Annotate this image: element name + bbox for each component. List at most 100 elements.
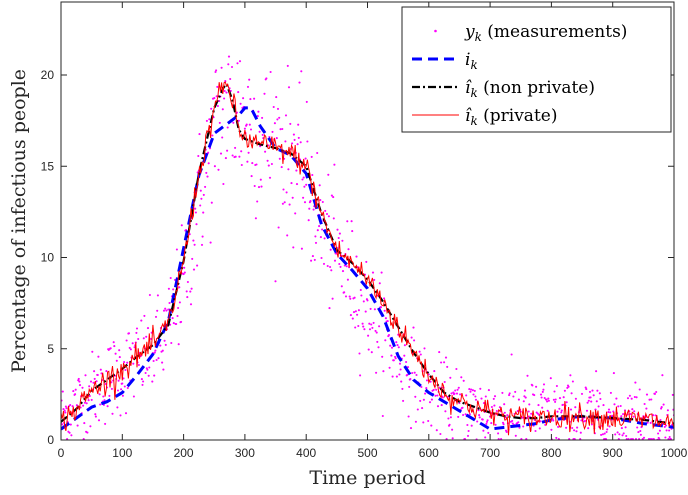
measurement-point [450, 392, 453, 395]
measurement-point [204, 185, 207, 188]
measurement-point [402, 399, 405, 402]
measurement-point [199, 204, 202, 207]
measurement-point [205, 171, 208, 174]
measurement-point [541, 406, 544, 409]
measurement-point [357, 309, 360, 312]
measurement-point [90, 398, 93, 401]
measurement-point [571, 426, 574, 430]
measurement-point [97, 419, 101, 422]
measurement-point [455, 392, 459, 395]
measurement-point [354, 326, 357, 329]
measurement-point [237, 119, 240, 122]
measurement-point [409, 427, 413, 430]
measurement-point [440, 404, 443, 407]
measurement-point [293, 138, 296, 141]
measurement-point [503, 403, 506, 406]
measurement-point [137, 337, 140, 341]
measurement-point [148, 366, 151, 369]
measurement-point [632, 415, 635, 418]
measurement-point [129, 348, 132, 351]
measurement-point [631, 408, 634, 411]
measurement-point [378, 282, 381, 285]
measurement-point [216, 104, 219, 108]
measurement-point [506, 414, 509, 417]
measurement-point [144, 371, 147, 375]
measurement-point [344, 295, 348, 298]
measurement-point [318, 184, 321, 187]
measurement-point [456, 388, 459, 391]
measurement-point [622, 413, 625, 416]
measurement-point [511, 422, 514, 425]
measurement-point [444, 410, 447, 413]
series-line [61, 81, 674, 425]
measurement-point [267, 164, 270, 167]
x-tick-label: 900 [603, 446, 623, 460]
measurement-point [485, 422, 488, 425]
measurement-point [111, 412, 114, 415]
measurement-point [207, 162, 210, 165]
measurement-point [533, 394, 536, 397]
measurement-point [146, 327, 150, 330]
measurement-point [394, 357, 397, 360]
measurement-point [238, 155, 241, 158]
x-tick-label: 800 [541, 446, 561, 460]
measurement-point [414, 395, 417, 398]
measurement-point [407, 415, 410, 418]
measurement-point [457, 415, 460, 418]
measurement-point [126, 386, 129, 390]
measurement-point [533, 418, 536, 422]
measurement-point [226, 149, 229, 152]
measurement-point [541, 390, 544, 393]
measurement-point [340, 285, 343, 288]
measurement-point [99, 368, 102, 371]
measurement-point [374, 329, 377, 332]
measurement-point [549, 377, 552, 380]
measurement-point [468, 413, 471, 416]
legend: yk (measurements) ik îk (non private) îk (p… [401, 6, 672, 133]
measurement-point [100, 372, 103, 375]
measurement-point [309, 200, 312, 203]
measurement-point [466, 423, 469, 427]
measurement-point [284, 140, 287, 143]
measurement-point [544, 423, 547, 426]
measurement-point [121, 394, 124, 397]
measurement-point [210, 107, 213, 110]
measurement-point [360, 294, 363, 297]
measurement-point [125, 339, 128, 342]
measurement-point [69, 423, 72, 426]
measurement-point [85, 402, 88, 405]
measurement-point [652, 414, 655, 417]
measurement-point [102, 395, 105, 398]
measurement-point [469, 390, 472, 393]
measurement-point [310, 259, 313, 262]
measurement-point [419, 353, 422, 356]
measurement-point [176, 314, 179, 318]
measurement-point [186, 280, 189, 284]
measurement-point [123, 385, 126, 388]
measurement-point [588, 390, 592, 393]
measurement-point [571, 380, 574, 383]
measurement-point [531, 384, 534, 387]
measurement-point [375, 371, 378, 374]
measurement-point [457, 386, 460, 389]
measurement-point [154, 315, 158, 318]
measurement-point [370, 351, 373, 354]
measurement-point [553, 390, 556, 393]
measurement-point [468, 388, 471, 391]
measurement-point [633, 395, 636, 399]
measurement-point [406, 366, 410, 369]
measurement-point [307, 219, 310, 222]
measurement-point [510, 353, 513, 356]
measurement-point [310, 155, 313, 158]
measurement-point [140, 319, 143, 322]
measurement-point [522, 425, 525, 428]
measurement-point [586, 401, 589, 404]
measurement-point [337, 236, 340, 240]
measurement-point [272, 105, 275, 109]
measurement-point [279, 128, 282, 131]
measurement-point [98, 393, 101, 396]
measurement-point [492, 397, 495, 400]
measurement-point [612, 372, 615, 375]
measurement-point [74, 388, 77, 391]
measurement-point [384, 317, 387, 320]
